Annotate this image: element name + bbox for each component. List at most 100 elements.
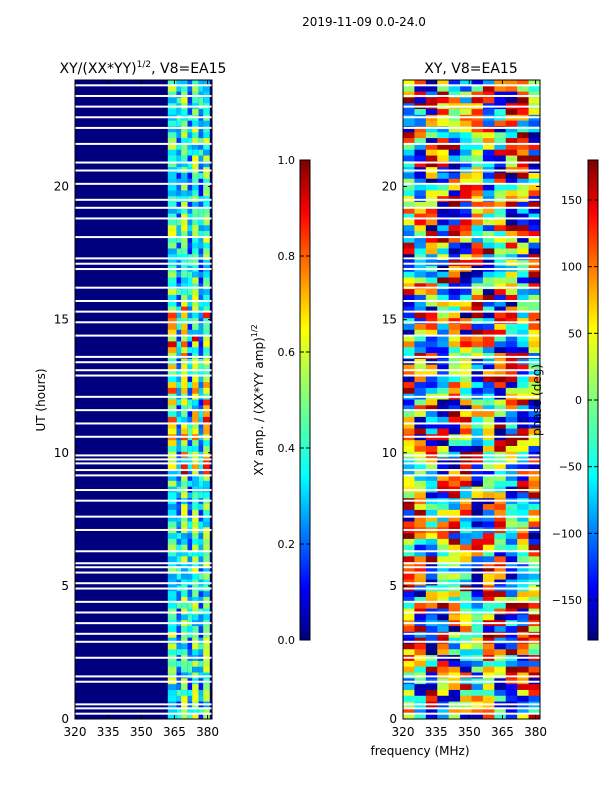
phase-cell xyxy=(460,591,472,598)
amp-cell xyxy=(203,567,210,575)
phase-cell xyxy=(494,428,507,435)
amp-cell xyxy=(187,329,193,337)
phase-cell xyxy=(414,440,427,447)
amp-cell xyxy=(198,597,204,604)
phase-cell xyxy=(460,556,472,563)
phase-cell xyxy=(471,684,484,691)
phase-cell xyxy=(414,660,427,668)
amp-cell xyxy=(167,556,177,563)
phase-cell xyxy=(517,201,530,209)
phase-cell xyxy=(403,207,415,215)
phase-cell xyxy=(517,138,530,145)
phase-cell xyxy=(403,463,415,470)
amp-cell xyxy=(187,707,193,714)
phase-cell xyxy=(528,149,540,157)
amp-cell xyxy=(176,138,182,145)
phase-cell xyxy=(437,538,450,546)
phase-cell xyxy=(517,422,530,430)
amp-cell xyxy=(187,684,193,691)
phase-cell xyxy=(448,132,461,139)
phase-cell xyxy=(494,440,507,447)
phase-cell xyxy=(425,219,438,226)
phase-cell xyxy=(482,364,495,371)
phase-cell xyxy=(517,626,530,633)
phase-cell xyxy=(425,469,438,476)
phase-cell xyxy=(517,689,530,697)
amp-heatmap xyxy=(75,80,212,719)
phase-cell xyxy=(505,416,518,424)
phase-cell xyxy=(494,149,507,157)
phase-cell xyxy=(437,219,450,226)
phase-flag-row xyxy=(403,707,540,710)
amp-cell xyxy=(203,562,210,569)
phase-cell xyxy=(528,207,540,215)
phase-cell xyxy=(494,289,507,296)
amp-cell xyxy=(167,329,177,337)
phase-cell xyxy=(528,707,540,714)
phase-cell xyxy=(528,660,540,668)
phase-cell xyxy=(437,684,450,691)
phase-cell xyxy=(471,504,484,511)
amp-cell xyxy=(203,277,210,284)
phase-cell xyxy=(448,97,461,104)
amp-flag-row xyxy=(75,374,212,377)
phase-cell xyxy=(414,219,427,226)
amp-cell xyxy=(192,597,199,604)
phase-cell xyxy=(517,445,530,453)
phase-cell xyxy=(471,109,484,116)
phase-cell xyxy=(437,666,450,674)
amp-cell xyxy=(192,91,199,98)
phase-cell xyxy=(494,562,507,569)
phase-cell xyxy=(414,213,427,220)
phase-cell xyxy=(403,713,415,719)
phase-cell xyxy=(460,533,472,540)
phase-colorbar-tick-label: 50 xyxy=(568,327,582,340)
amp-cell xyxy=(181,387,188,395)
phase-cell xyxy=(448,567,461,575)
phase-cell xyxy=(437,213,450,220)
amp-cell xyxy=(167,695,177,703)
phase-cell xyxy=(448,411,461,418)
phase-cell xyxy=(528,538,540,546)
phase-cell xyxy=(471,660,484,668)
phase-cell xyxy=(482,277,495,284)
phase-cell xyxy=(460,544,472,552)
phase-cell xyxy=(494,597,507,604)
phase-cell xyxy=(437,300,450,308)
amp-cell xyxy=(167,445,177,453)
amp-cell xyxy=(187,475,193,482)
phase-cell xyxy=(528,306,540,313)
amp-cell xyxy=(187,271,193,279)
phase-cell xyxy=(437,306,450,313)
amp-cell xyxy=(187,126,193,133)
phase-cell xyxy=(482,405,495,412)
amp-cell xyxy=(181,312,188,319)
amp-flag-row xyxy=(75,566,212,569)
amp-flag-row xyxy=(75,262,212,265)
phase-cell xyxy=(460,207,472,215)
amp-cell xyxy=(198,382,204,389)
phase-cell xyxy=(471,300,484,308)
phase-cell xyxy=(448,109,461,116)
phase-cell xyxy=(517,544,530,552)
phase-cell xyxy=(403,149,415,157)
phase-cell xyxy=(425,370,438,377)
phase-cell xyxy=(414,143,427,151)
amp-cell xyxy=(181,591,188,598)
amp-colorbar-tick-label: 0.2 xyxy=(278,538,296,551)
phase-cell xyxy=(528,329,540,337)
phase-flag-row xyxy=(403,286,540,289)
phase-cell xyxy=(505,707,518,714)
amp-cell xyxy=(167,364,177,371)
amp-cell xyxy=(198,475,204,482)
amp-cell xyxy=(192,544,199,552)
amp-flag-row xyxy=(75,703,212,706)
phase-cell xyxy=(471,294,484,302)
amp-flag-row xyxy=(75,182,212,185)
phase-cell xyxy=(482,649,495,656)
amp-cell xyxy=(192,277,199,284)
phase-flag-row xyxy=(403,515,540,518)
amp-colorbar xyxy=(299,159,311,641)
phase-cell xyxy=(517,556,530,563)
amp-cell xyxy=(192,469,199,476)
